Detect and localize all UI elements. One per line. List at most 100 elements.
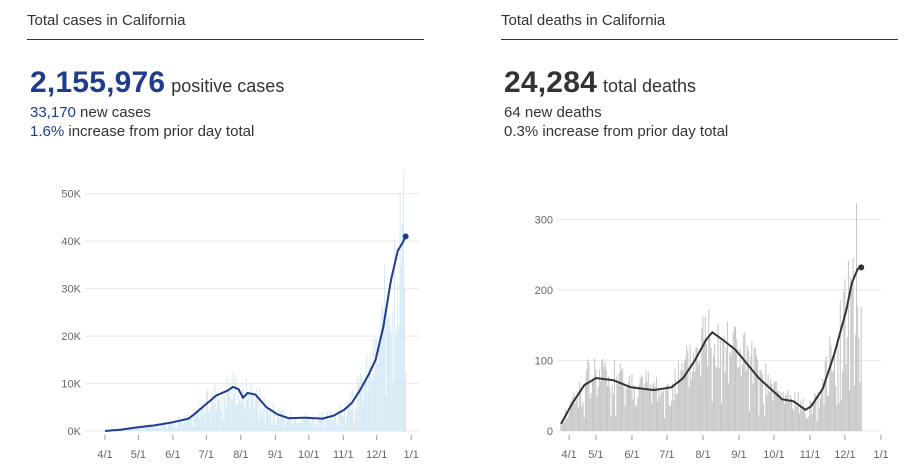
- daily-bar: [242, 389, 244, 431]
- daily-bar: [356, 409, 358, 431]
- daily-bar: [786, 394, 788, 431]
- daily-bar: [779, 394, 781, 431]
- daily-bar: [314, 423, 316, 431]
- daily-bar: [191, 414, 193, 431]
- daily-bar: [736, 339, 738, 431]
- daily-bar: [338, 412, 340, 431]
- seven-day-average-line: [104, 235, 407, 432]
- daily-bar: [399, 191, 401, 431]
- daily-bar: [743, 334, 745, 431]
- daily-bar: [289, 416, 291, 431]
- daily-bar: [608, 376, 610, 431]
- y-tick-label: 100: [535, 355, 553, 367]
- y-tick-label: 40K: [61, 236, 81, 248]
- daily-bar: [725, 346, 727, 431]
- latest-value-dot: [858, 264, 865, 271]
- daily-bar: [671, 400, 673, 431]
- daily-bar: [595, 369, 597, 431]
- daily-bar: [833, 354, 835, 431]
- daily-bar: [260, 408, 262, 431]
- daily-bar: [844, 279, 846, 431]
- daily-bar: [143, 426, 145, 431]
- daily-bar: [353, 421, 355, 431]
- daily-bar: [572, 397, 574, 431]
- daily-bar: [676, 393, 678, 431]
- daily-bar: [829, 336, 831, 431]
- daily-bar: [375, 339, 377, 431]
- daily-bar: [182, 424, 184, 431]
- daily-bar: [583, 417, 585, 431]
- daily-bar: [397, 284, 399, 431]
- daily-bar: [237, 404, 239, 431]
- daily-bar: [130, 428, 132, 431]
- daily-bar: [332, 420, 334, 431]
- y-tick-label: 0: [547, 426, 553, 438]
- daily-bar: [141, 427, 143, 431]
- daily-bar: [840, 400, 842, 431]
- daily-bar: [691, 371, 693, 431]
- deaths-new-line: 64 new deaths: [504, 104, 602, 121]
- daily-bar: [730, 354, 732, 431]
- daily-bar: [579, 381, 581, 431]
- daily-bar: [625, 388, 627, 431]
- daily-bar: [279, 420, 281, 431]
- daily-bar: [150, 423, 152, 431]
- daily-bar: [387, 317, 389, 431]
- daily-bar: [394, 239, 396, 431]
- daily-bar: [575, 400, 577, 431]
- daily-bar: [383, 264, 385, 431]
- y-tick-label: 30K: [61, 284, 81, 296]
- daily-bar: [752, 384, 754, 431]
- cases-pct-line: 1.6% increase from prior day total: [30, 123, 254, 140]
- daily-bar: [638, 384, 640, 431]
- daily-bar: [170, 423, 172, 431]
- daily-bar: [301, 420, 303, 431]
- daily-bar: [646, 381, 648, 431]
- daily-bar: [565, 409, 567, 431]
- x-tick-label: 9/1: [731, 449, 746, 461]
- daily-bar: [243, 404, 245, 431]
- daily-bar: [704, 317, 706, 431]
- daily-bar: [818, 408, 820, 431]
- daily-bar: [186, 414, 188, 431]
- daily-bar: [672, 383, 674, 431]
- daily-bar: [230, 379, 232, 431]
- daily-bar: [775, 381, 777, 431]
- daily-bar: [719, 340, 721, 431]
- daily-bar: [651, 403, 653, 431]
- daily-bar: [223, 396, 225, 431]
- daily-bar: [772, 400, 774, 431]
- daily-bar: [288, 417, 290, 431]
- daily-bar: [290, 412, 292, 431]
- daily-bar: [368, 365, 370, 431]
- daily-bar: [604, 363, 606, 431]
- daily-bar: [285, 416, 287, 431]
- daily-bar: [723, 335, 725, 431]
- daily-bar: [351, 389, 353, 431]
- daily-bar: [265, 408, 267, 431]
- daily-bar: [303, 413, 305, 431]
- daily-bar: [179, 421, 181, 431]
- daily-bar: [609, 387, 611, 431]
- cases-new-line: 33,170 new cases: [30, 104, 151, 121]
- daily-bar: [782, 391, 784, 431]
- daily-bar: [847, 260, 849, 431]
- daily-bar: [359, 373, 361, 431]
- daily-bar: [567, 416, 569, 431]
- daily-bar: [682, 370, 684, 431]
- daily-bar: [308, 416, 310, 431]
- x-tick-label: 6/1: [165, 449, 180, 461]
- daily-bar: [819, 398, 821, 431]
- daily-bar: [690, 380, 692, 431]
- daily-bar: [300, 423, 302, 431]
- daily-bar: [761, 373, 763, 431]
- x-tick-label: 8/1: [695, 449, 710, 461]
- daily-bar: [225, 406, 227, 431]
- daily-bar: [799, 413, 801, 431]
- daily-bar: [193, 407, 195, 431]
- daily-bar: [132, 428, 134, 431]
- daily-bar: [162, 425, 164, 431]
- daily-bar: [753, 348, 755, 431]
- x-tick-label: 12/1: [834, 449, 855, 461]
- daily-bar: [683, 361, 685, 431]
